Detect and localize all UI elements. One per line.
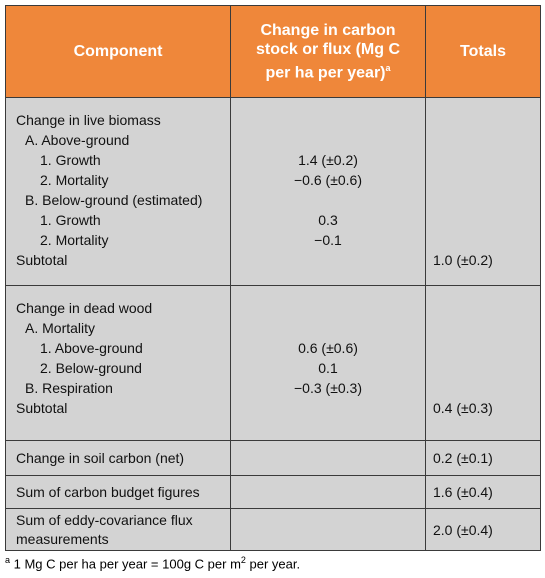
label-cell: Change in dead wood A. Mortality 1. Abov… (5, 285, 231, 441)
change-value: −0.1 (314, 232, 342, 248)
header-cell: Component (5, 5, 231, 98)
footnote-marker: a (5, 555, 11, 565)
header-row: Component Change in carbon stock or flux… (5, 5, 541, 98)
row: Sum of eddy-covariance flux measurements… (5, 508, 541, 551)
label-cell: Sum of carbon budget figures (5, 475, 231, 509)
row: Change in soil carbon (net) 0.2 (±0.1) (5, 440, 541, 476)
header-cell: Totals (425, 5, 541, 98)
footnote-marker: a (385, 62, 391, 73)
change-cell (230, 440, 426, 476)
row-label: 2. Mortality (40, 232, 109, 248)
change-cell (230, 475, 426, 509)
row-label: 2. Mortality (40, 172, 109, 188)
total-cell: 1.0 (±0.2) (425, 97, 541, 286)
total-value: 0.2 (±0.1) (433, 450, 493, 466)
total-cell: 0.2 (±0.1) (425, 440, 541, 476)
change-value: 0.1 (318, 360, 338, 376)
row-label: Sum of carbon budget figures (16, 484, 200, 500)
row-label: B. Below-ground (estimated) (25, 192, 203, 208)
row-label: 1. Above-ground (40, 340, 143, 356)
total-cell: 0.4 (±0.3) (425, 285, 541, 441)
header-text: Change in carbon stock or flux (Mg C per… (255, 21, 400, 82)
row-label: Change in dead wood (16, 300, 153, 316)
row: Sum of carbon budget figures 1.6 (±0.4) (5, 475, 541, 509)
change-cell: 0.6 (±0.6) 0.1 −0.3 (±0.3) (230, 285, 426, 441)
change-value: 0.6 (±0.6) (298, 340, 358, 356)
section-row: Change in dead wood A. Mortality 1. Abov… (5, 285, 541, 441)
label-cell: Sum of eddy-covariance flux measurements (5, 508, 231, 551)
footnote: a 1 Mg C per ha per year = 100g C per m2… (5, 555, 300, 571)
row-label: Change in live biomass (16, 112, 161, 128)
total-value: 1.0 (±0.2) (433, 252, 493, 268)
total-cell: 2.0 (±0.4) (425, 508, 541, 551)
carbon-table: Component Change in carbon stock or flux… (5, 5, 541, 551)
change-cell: 1.4 (±0.2) −0.6 (±0.6) 0.3 −0.1 (230, 97, 426, 286)
row-label: Sum of eddy-covariance flux measurements (16, 512, 193, 547)
row-label: 1. Growth (40, 212, 101, 228)
row-label: 1. Growth (40, 152, 101, 168)
change-cell (230, 508, 426, 551)
label-cell: Change in soil carbon (net) (5, 440, 231, 476)
change-value: 0.3 (318, 212, 338, 228)
row-label: 2. Below-ground (40, 360, 142, 376)
total-value: 1.6 (±0.4) (433, 484, 493, 500)
header-text: Component (73, 43, 163, 60)
section-row: Change in live biomass A. Above-ground 1… (5, 97, 541, 286)
row-label: A. Mortality (25, 320, 96, 336)
header-text: Totals (460, 43, 506, 60)
header-cell: Change in carbon stock or flux (Mg C per… (230, 5, 426, 98)
row-label: Subtotal (16, 252, 68, 268)
footnote-text: per year. (245, 556, 301, 572)
change-value: −0.6 (±0.6) (294, 172, 362, 188)
total-value: 2.0 (±0.4) (433, 521, 493, 538)
footnote-text: 1 Mg C per ha per year = 100g C per m (13, 556, 241, 572)
row-label: B. Respiration (25, 380, 113, 396)
label-cell: Change in live biomass A. Above-ground 1… (5, 97, 231, 286)
row-label: A. Above-ground (25, 132, 130, 148)
footnote-sup: 2 (240, 555, 246, 565)
row-label: Change in soil carbon (net) (16, 450, 185, 466)
total-value: 0.4 (±0.3) (433, 400, 493, 416)
change-value: −0.3 (±0.3) (294, 380, 362, 396)
change-value: 1.4 (±0.2) (298, 152, 358, 168)
row-label: Subtotal (16, 400, 68, 416)
total-cell: 1.6 (±0.4) (425, 475, 541, 509)
